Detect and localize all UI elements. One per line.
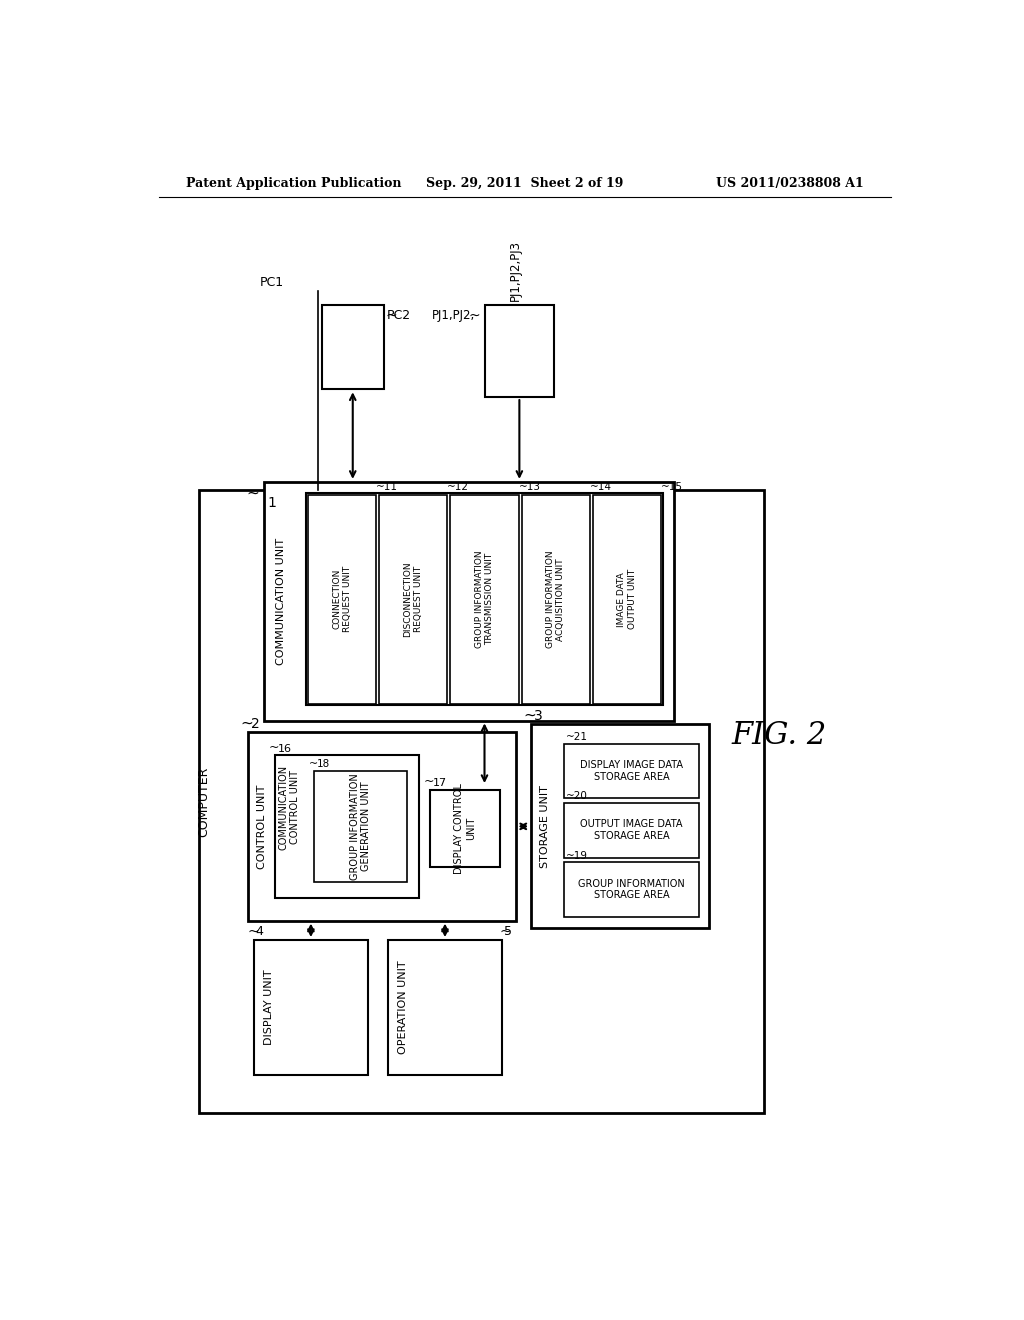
Text: ~: ~ bbox=[500, 924, 511, 939]
Text: DISCONNECTION
REQUEST UNIT: DISCONNECTION REQUEST UNIT bbox=[403, 561, 423, 638]
Text: PJ1,PJ2,: PJ1,PJ2, bbox=[432, 309, 475, 322]
Text: ~: ~ bbox=[309, 759, 318, 770]
Text: ~: ~ bbox=[469, 309, 480, 322]
Text: STORAGE UNIT: STORAGE UNIT bbox=[540, 785, 550, 867]
Text: 17: 17 bbox=[432, 779, 446, 788]
Text: 16: 16 bbox=[278, 743, 292, 754]
Text: DISPLAY UNIT: DISPLAY UNIT bbox=[264, 969, 274, 1045]
Text: CONNECTION
REQUEST UNIT: CONNECTION REQUEST UNIT bbox=[332, 566, 351, 632]
Text: Sep. 29, 2011  Sheet 2 of 19: Sep. 29, 2011 Sheet 2 of 19 bbox=[426, 177, 624, 190]
Bar bbox=[322, 305, 384, 389]
Text: COMMUNICATION
CONTROL UNIT: COMMUNICATION CONTROL UNIT bbox=[279, 764, 300, 850]
Bar bbox=[379, 495, 447, 704]
Bar bbox=[563, 743, 699, 799]
Text: ~12: ~12 bbox=[447, 482, 469, 492]
Bar bbox=[200, 490, 764, 1113]
Text: 3: 3 bbox=[535, 709, 543, 723]
Text: ~21: ~21 bbox=[566, 733, 588, 742]
Text: ~15: ~15 bbox=[662, 482, 683, 492]
Bar bbox=[531, 725, 710, 928]
Text: 5: 5 bbox=[504, 925, 512, 939]
Text: OPERATION UNIT: OPERATION UNIT bbox=[398, 961, 409, 1055]
Text: FIG. 2: FIG. 2 bbox=[731, 721, 826, 751]
Bar bbox=[593, 495, 662, 704]
Text: GROUP INFORMATION
GENERATION UNIT: GROUP INFORMATION GENERATION UNIT bbox=[350, 774, 372, 879]
Text: ~11: ~11 bbox=[376, 482, 398, 492]
Text: ~: ~ bbox=[523, 708, 536, 723]
Text: 18: 18 bbox=[316, 759, 330, 770]
Text: DISPLAY CONTROL
UNIT: DISPLAY CONTROL UNIT bbox=[455, 783, 476, 874]
Bar bbox=[388, 940, 503, 1074]
Text: OUTPUT IMAGE DATA
STORAGE AREA: OUTPUT IMAGE DATA STORAGE AREA bbox=[581, 820, 683, 841]
Bar bbox=[314, 771, 407, 882]
Bar bbox=[563, 862, 699, 917]
Text: ~: ~ bbox=[385, 309, 397, 322]
Text: COMPUTER: COMPUTER bbox=[198, 766, 211, 837]
Bar bbox=[254, 940, 369, 1074]
Text: GROUP INFORMATION
STORAGE AREA: GROUP INFORMATION STORAGE AREA bbox=[578, 879, 685, 900]
Bar bbox=[484, 305, 554, 397]
Text: ~: ~ bbox=[269, 741, 280, 754]
Text: COMMUNICATION UNIT: COMMUNICATION UNIT bbox=[275, 537, 286, 665]
Bar bbox=[451, 495, 518, 704]
Text: ~19: ~19 bbox=[566, 850, 588, 861]
Text: US 2011/0238808 A1: US 2011/0238808 A1 bbox=[717, 177, 864, 190]
Text: ~20: ~20 bbox=[566, 792, 588, 801]
Text: ~13: ~13 bbox=[518, 482, 541, 492]
Bar bbox=[306, 494, 663, 705]
Text: PC1: PC1 bbox=[260, 276, 284, 289]
Text: GROUP INFORMATION
ACQUISITION UNIT: GROUP INFORMATION ACQUISITION UNIT bbox=[546, 550, 565, 648]
Text: Patent Application Publication: Patent Application Publication bbox=[186, 177, 401, 190]
Text: PC2: PC2 bbox=[387, 309, 411, 322]
Bar bbox=[248, 733, 515, 921]
Text: PJ1,PJ2,PJ3: PJ1,PJ2,PJ3 bbox=[509, 240, 522, 301]
Bar bbox=[430, 789, 500, 867]
Text: ~14: ~14 bbox=[590, 482, 612, 492]
Text: CONTROL UNIT: CONTROL UNIT bbox=[257, 784, 267, 869]
Bar bbox=[275, 755, 419, 898]
Bar bbox=[563, 803, 699, 858]
Text: ~: ~ bbox=[241, 715, 253, 730]
Text: DISPLAY IMAGE DATA
STORAGE AREA: DISPLAY IMAGE DATA STORAGE AREA bbox=[580, 760, 683, 781]
Bar bbox=[521, 495, 590, 704]
Text: IMAGE DATA
OUTPUT UNIT: IMAGE DATA OUTPUT UNIT bbox=[617, 569, 637, 630]
Bar bbox=[308, 495, 376, 704]
Bar bbox=[263, 482, 675, 721]
Text: 2: 2 bbox=[251, 717, 260, 730]
Text: ~: ~ bbox=[248, 924, 259, 939]
Text: 1: 1 bbox=[267, 496, 276, 510]
Text: GROUP INFORMATION
TRANSMISSION UNIT: GROUP INFORMATION TRANSMISSION UNIT bbox=[475, 550, 495, 648]
Text: ~: ~ bbox=[424, 775, 434, 788]
Text: 4: 4 bbox=[256, 925, 264, 939]
Text: ~: ~ bbox=[247, 486, 259, 500]
